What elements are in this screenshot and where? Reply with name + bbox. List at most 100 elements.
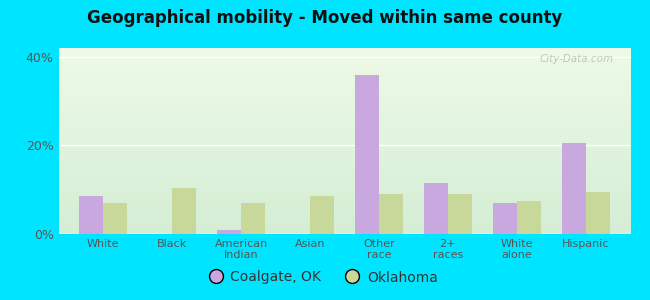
Bar — [58, 98, 630, 100]
Bar — [58, 228, 630, 230]
Bar — [58, 48, 630, 50]
Bar — [58, 107, 630, 110]
Bar — [217, 230, 241, 234]
Bar — [58, 111, 630, 113]
Bar — [58, 167, 630, 169]
Bar — [58, 72, 630, 74]
Bar — [58, 65, 630, 67]
Bar — [58, 139, 630, 141]
Bar — [58, 113, 630, 115]
Bar — [58, 147, 630, 148]
Bar — [586, 192, 610, 234]
Bar — [58, 50, 630, 52]
Bar — [58, 188, 630, 189]
Bar — [58, 54, 630, 56]
Bar — [355, 75, 379, 234]
Bar — [58, 182, 630, 184]
Bar — [58, 63, 630, 65]
Bar — [58, 110, 630, 111]
Bar — [58, 165, 630, 167]
Bar — [58, 57, 630, 59]
Bar — [58, 219, 630, 221]
Bar — [58, 223, 630, 225]
Bar — [58, 93, 630, 94]
Bar — [58, 150, 630, 152]
Bar — [58, 178, 630, 180]
Bar — [58, 156, 630, 158]
Bar — [58, 200, 630, 202]
Bar — [58, 128, 630, 130]
Bar — [379, 194, 403, 234]
Bar — [58, 215, 630, 217]
Bar — [58, 145, 630, 147]
Bar — [58, 91, 630, 93]
Bar — [58, 214, 630, 215]
Bar — [58, 148, 630, 150]
Bar — [58, 83, 630, 85]
Bar — [58, 94, 630, 96]
Bar — [58, 87, 630, 89]
Bar — [58, 52, 630, 54]
Bar — [58, 176, 630, 178]
Bar — [493, 203, 517, 234]
Bar — [58, 221, 630, 223]
Bar — [58, 141, 630, 143]
Bar — [58, 132, 630, 134]
Bar — [172, 188, 196, 234]
Bar — [58, 115, 630, 117]
Bar — [58, 180, 630, 182]
Bar — [58, 186, 630, 188]
Bar — [58, 210, 630, 212]
Bar — [58, 122, 630, 124]
Bar — [58, 143, 630, 145]
Bar — [58, 212, 630, 214]
Bar — [58, 78, 630, 80]
Bar — [58, 134, 630, 135]
Bar — [58, 226, 630, 228]
Bar — [58, 59, 630, 61]
Bar — [58, 82, 630, 83]
Bar — [58, 76, 630, 78]
Bar — [58, 152, 630, 154]
Bar — [58, 172, 630, 175]
Bar — [58, 137, 630, 139]
Bar — [58, 202, 630, 204]
Bar — [58, 154, 630, 156]
Bar — [58, 80, 630, 82]
Bar — [58, 163, 630, 165]
Bar — [58, 199, 630, 200]
Bar — [103, 203, 127, 234]
Bar — [58, 232, 630, 234]
Bar — [58, 197, 630, 199]
Bar — [58, 161, 630, 163]
Bar — [58, 193, 630, 195]
Bar — [58, 117, 630, 119]
Bar — [58, 230, 630, 232]
Bar — [58, 106, 630, 107]
Text: Geographical mobility - Moved within same county: Geographical mobility - Moved within sam… — [87, 9, 563, 27]
Bar — [58, 70, 630, 72]
Bar — [58, 119, 630, 121]
Bar — [58, 204, 630, 206]
Bar — [58, 126, 630, 128]
Bar — [58, 208, 630, 210]
Bar — [58, 175, 630, 176]
Bar — [58, 169, 630, 171]
Bar — [58, 191, 630, 193]
Text: City-Data.com: City-Data.com — [540, 54, 614, 64]
Bar — [58, 160, 630, 161]
Bar — [58, 189, 630, 191]
Bar — [58, 158, 630, 160]
Bar — [58, 74, 630, 76]
Bar — [58, 56, 630, 57]
Bar — [448, 194, 472, 234]
Legend: Coalgate, OK, Oklahoma: Coalgate, OK, Oklahoma — [207, 265, 443, 290]
Bar — [79, 196, 103, 234]
Bar — [58, 85, 630, 87]
Bar — [58, 217, 630, 219]
Bar — [58, 130, 630, 132]
Bar — [58, 61, 630, 63]
Bar — [58, 100, 630, 102]
Bar — [424, 183, 448, 234]
Bar — [58, 121, 630, 122]
